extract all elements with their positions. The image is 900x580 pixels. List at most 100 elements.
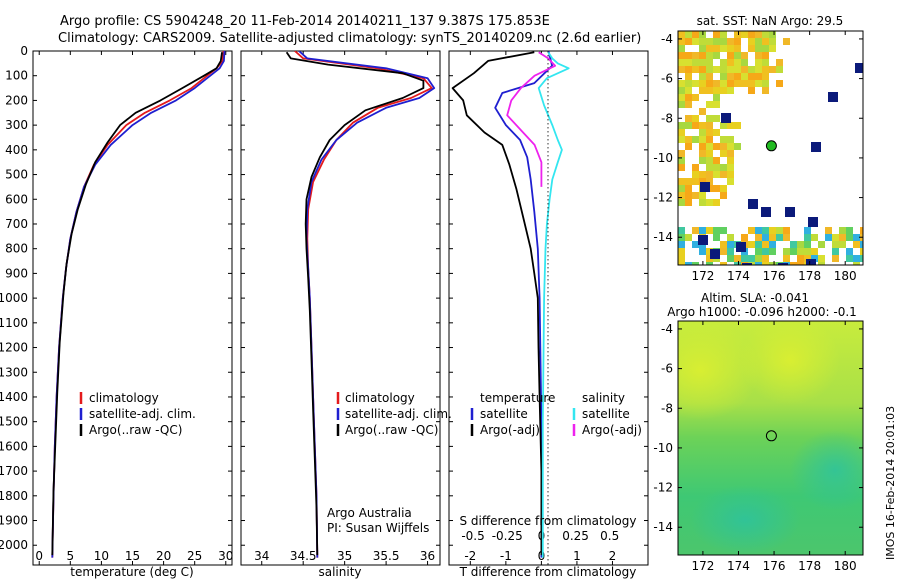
legend-label-t-argo: Argo(-adj) (480, 423, 540, 437)
sst-cell (755, 241, 762, 248)
sst-cell (776, 66, 783, 73)
sst-cell (769, 241, 776, 248)
sst-cell (720, 66, 727, 73)
sst-cell (713, 164, 720, 171)
sst-cell (678, 185, 685, 192)
sst-cell (699, 171, 706, 178)
sst-cell (685, 136, 692, 143)
sst-cell (678, 150, 685, 157)
sst-cell-cold (855, 63, 863, 73)
sst-cell (846, 255, 853, 262)
map-y-tick-label: -4 (661, 32, 673, 46)
sst-cell (713, 199, 720, 206)
sst-cell (748, 227, 755, 234)
sst-cell (762, 262, 769, 265)
depth-tick-label: 600 (5, 192, 28, 206)
sst-cell (699, 45, 706, 52)
sst-cell (720, 150, 727, 157)
sla-map-title-line1: Altim. SLA: -0.041 (701, 291, 809, 305)
depth-tick-label: 1900 (0, 514, 28, 528)
sst-cell (769, 31, 776, 38)
depth-axis-labels: 0 100 200 300 400 500 600 700 800 900 1000 1100 1200… (0, 44, 28, 552)
series-s-satellite (537, 51, 570, 558)
sst-cell (706, 80, 713, 87)
sst-cell-cold (867, 207, 877, 217)
sst-cell (699, 122, 706, 129)
sst-cell (706, 262, 713, 265)
sst-cell (748, 45, 755, 52)
sst-cell (762, 80, 769, 87)
sst-cell (860, 241, 863, 248)
sst-cell (755, 31, 762, 38)
sst-cell (692, 80, 699, 87)
sst-cell (790, 248, 797, 255)
sst-cell (678, 45, 685, 52)
imos-timestamp: IMOS 16-Feb-2014 20:01:03 (884, 406, 897, 560)
temperature-axis: 0 5 10 15 20 25 30 (35, 51, 233, 565)
x-tick-label: 15 (125, 549, 140, 563)
depth-tick-label: 1000 (0, 291, 28, 305)
map-y-tick-label: -6 (661, 362, 673, 376)
legend-label-satellite: satellite-adj. clim. (89, 407, 196, 421)
sst-cell (713, 52, 720, 59)
sst-cell (783, 227, 790, 234)
sst-cell (783, 255, 790, 262)
sst-cell (762, 241, 769, 248)
sst-cell (748, 87, 755, 94)
series-climatology (51, 51, 225, 558)
map-x-tick-label: 180 (834, 559, 857, 573)
sst-cell (720, 122, 727, 129)
sst-cell (713, 157, 720, 164)
sst-cell (713, 234, 720, 241)
sst-cell (804, 255, 811, 262)
sst-cell (706, 45, 713, 52)
difference-legend: temperature satellite Argo(-adj) salinit… (470, 391, 642, 437)
sst-cell (727, 136, 734, 143)
sst-cell (699, 178, 706, 185)
sst-cells (678, 31, 877, 277)
sst-cell (832, 248, 839, 255)
sst-cell (706, 178, 713, 185)
sst-cell (685, 185, 692, 192)
sst-cell (685, 94, 692, 101)
sst-cell (727, 87, 734, 94)
sst-cell (692, 241, 699, 248)
map-y-tick-label: -6 (661, 72, 673, 86)
sst-cell (762, 73, 769, 80)
sst-cell (720, 45, 727, 52)
sst-cell (762, 87, 769, 94)
sst-cell (741, 52, 748, 59)
sst-cell (720, 136, 727, 143)
sst-cell (713, 94, 720, 101)
sst-map-title: sat. SST: NaN Argo: 29.5 (697, 14, 844, 28)
sst-cell (741, 73, 748, 80)
sst-cell (713, 171, 720, 178)
sst-cell-cold (788, 267, 798, 277)
sst-cell (699, 80, 706, 87)
sst-cell (713, 66, 720, 73)
sst-cell (797, 241, 804, 248)
s-tick-label: 0.5 (600, 529, 619, 543)
sst-cell (706, 38, 713, 45)
sst-cell (685, 234, 692, 241)
sst-cell (699, 248, 706, 255)
sst-cell (797, 262, 804, 265)
x-tick-label: 0 (35, 549, 43, 563)
sst-cell (748, 241, 755, 248)
x-tick-label: 35 (337, 549, 352, 563)
sst-cell (706, 59, 713, 66)
sst-cell (692, 227, 699, 234)
sst-cell (706, 199, 713, 206)
sst-cell (720, 87, 727, 94)
sst-cell (699, 136, 706, 143)
sst-cell (678, 262, 685, 265)
sst-cell (776, 234, 783, 241)
sst-cell-cold (742, 263, 752, 265)
sst-cell (853, 241, 860, 248)
depth-tick-label: 100 (5, 69, 28, 83)
annotation-argo-australia: Argo Australia (327, 506, 412, 520)
sst-cell (860, 255, 863, 262)
sst-cell (678, 80, 685, 87)
series-t-satellite (494, 51, 553, 558)
sst-cell (762, 31, 769, 38)
